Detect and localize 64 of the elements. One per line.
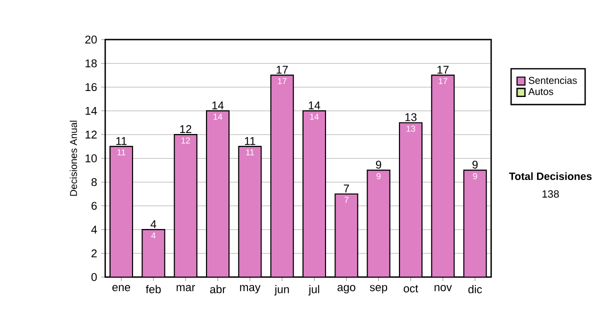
bar (303, 110, 326, 277)
data-label: 7 (344, 196, 348, 203)
bar (174, 134, 197, 277)
data-label: 17 (438, 78, 448, 84)
total-label: 11 (116, 136, 127, 145)
bar (367, 170, 390, 277)
total-label: 12 (180, 124, 192, 133)
total-label: 9 (376, 160, 382, 168)
y-tick-label: 6 (92, 202, 97, 210)
y-tick-label: 4 (91, 225, 97, 234)
x-tick-label: jun (274, 284, 289, 296)
total-label: 11 (244, 136, 256, 145)
data-label: 4 (151, 232, 156, 238)
x-tick-label: ene (112, 284, 130, 291)
total-label: 7 (344, 184, 349, 192)
x-tick-label: may (240, 284, 260, 294)
total-label: 9 (472, 160, 478, 168)
x-tick-label: nov (434, 284, 452, 291)
bar (432, 74, 454, 277)
data-label: 11 (117, 149, 126, 156)
x-tick-label: sep (370, 284, 388, 294)
bar (335, 194, 358, 277)
y-tick-label: 12 (86, 130, 97, 138)
y-tick-label: 18 (86, 59, 97, 68)
total-label: 17 (438, 66, 449, 74)
total-label: 4 (150, 220, 156, 228)
y-tick-label: 0 (91, 272, 97, 281)
text: Total Decisiones (509, 172, 592, 180)
bar (142, 229, 165, 277)
bar (110, 146, 133, 277)
data-label: 11 (246, 149, 254, 156)
total-label: 14 (212, 101, 224, 110)
data-label: 14 (310, 114, 319, 120)
text: 138 (542, 190, 559, 198)
x-tick-label: abr (210, 284, 226, 294)
y-axis-title: Decisiones Anual (70, 120, 78, 196)
total-label: 13 (405, 112, 416, 121)
bar (463, 169, 487, 277)
y-tick-label: 10 (86, 154, 97, 162)
x-tick-label: mar (176, 284, 196, 291)
bar (238, 146, 262, 277)
y-tick-label: 14 (86, 106, 97, 114)
data-label: 14 (214, 114, 222, 120)
total-label: 14 (308, 101, 320, 110)
legend-label: Autos (528, 88, 554, 95)
legend-label: Sentencias (528, 76, 577, 84)
y-tick-label: 16 (86, 82, 97, 91)
x-tick-label: oct (404, 284, 418, 292)
data-label: 17 (278, 78, 286, 84)
data-label: 13 (406, 125, 416, 132)
data-label: 12 (182, 137, 190, 144)
data-label: 9 (376, 172, 381, 179)
bar (270, 74, 294, 277)
x-tick-label: feb (146, 284, 161, 294)
bar (399, 122, 422, 277)
x-tick-label: dic (468, 284, 482, 294)
data-label: 9 (473, 172, 478, 179)
bar (206, 110, 230, 277)
x-tick-label: jul (308, 284, 320, 296)
x-tick-label: ago (338, 284, 356, 294)
y-tick-label: 8 (92, 178, 97, 186)
y-tick-label: 20 (85, 35, 97, 44)
total-label: 17 (276, 66, 288, 74)
y-tick-label: 2 (92, 249, 97, 258)
